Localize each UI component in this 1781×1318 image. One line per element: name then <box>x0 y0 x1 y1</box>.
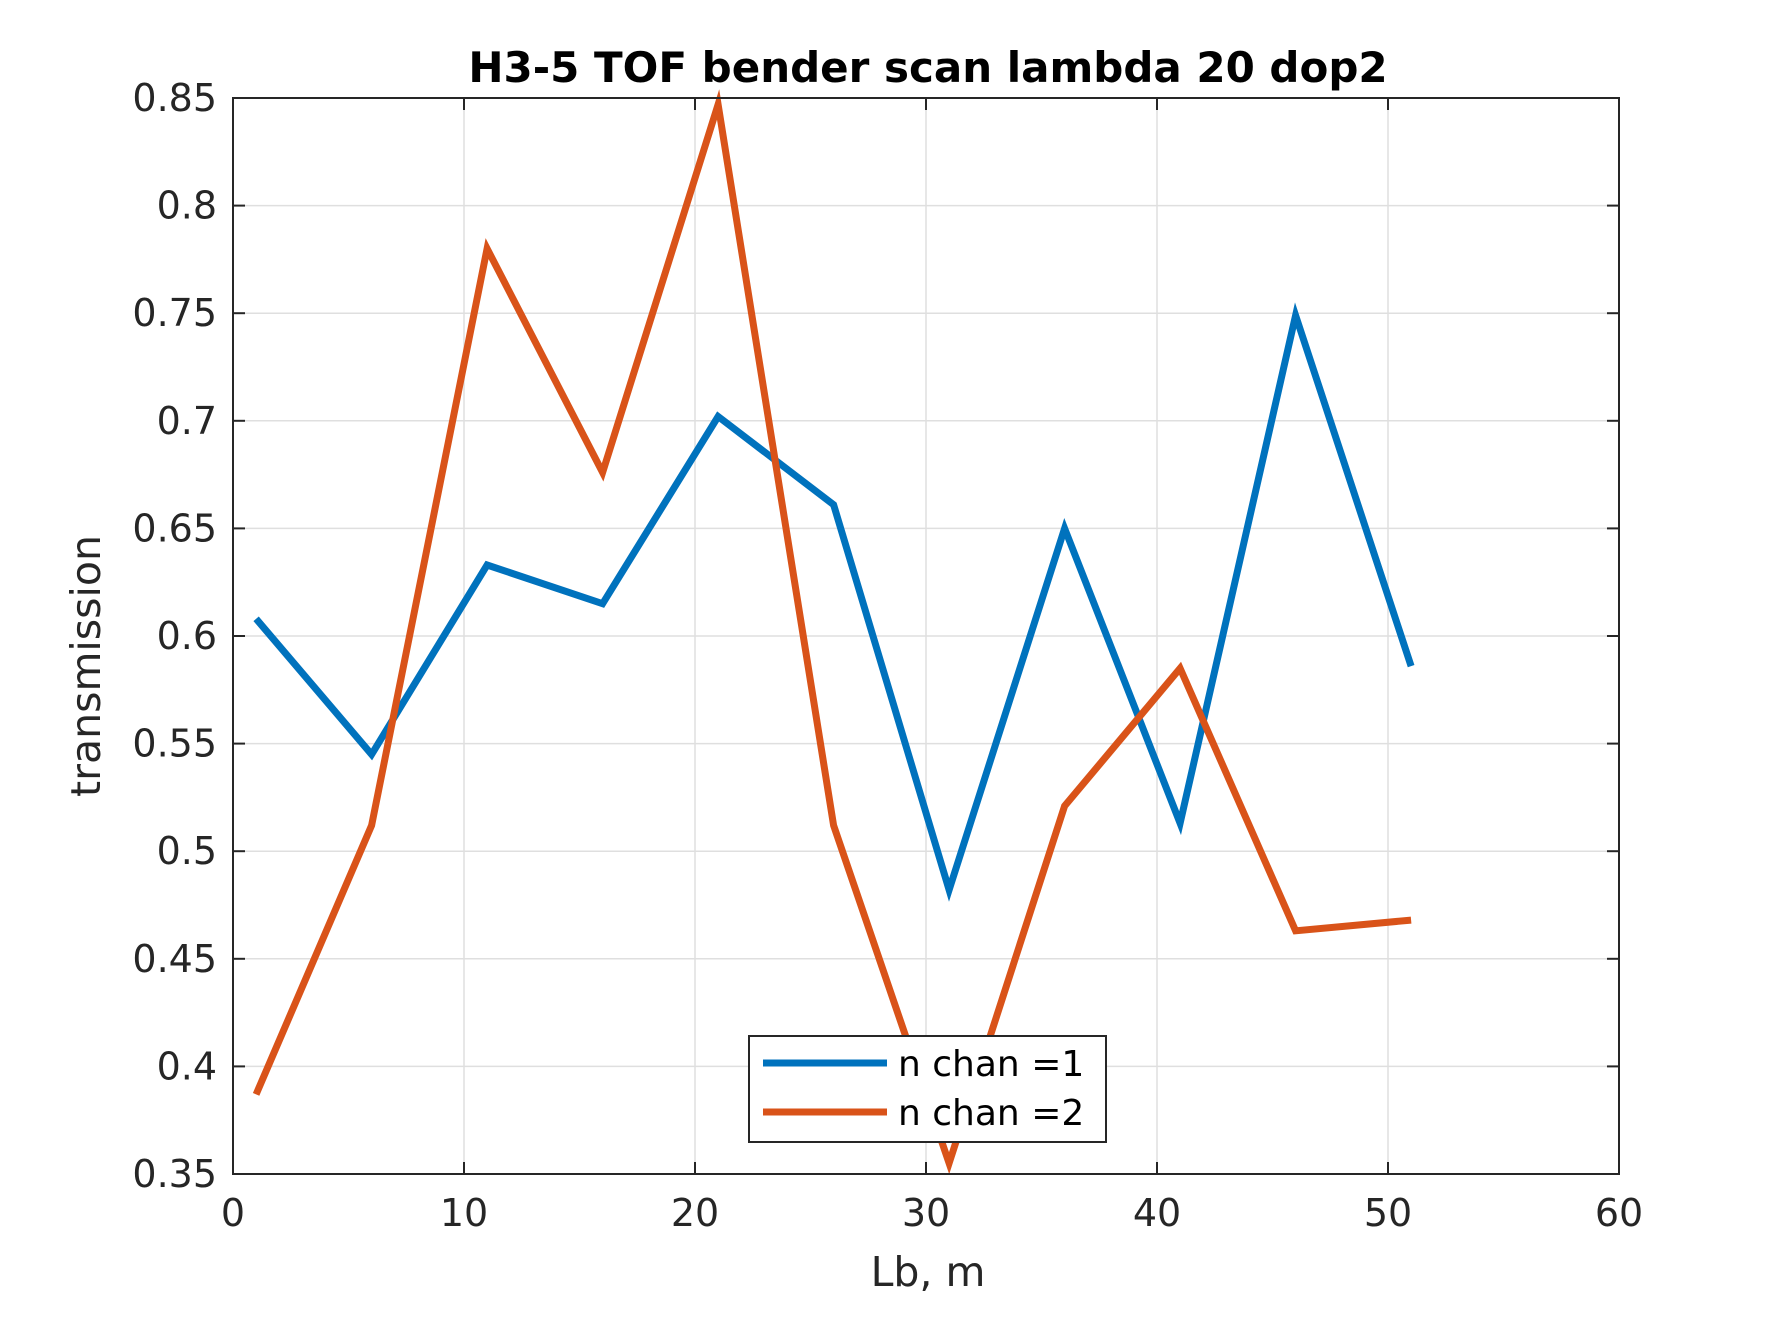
x-tick-label: 0 <box>221 1191 245 1235</box>
legend: n chan =1 n chan =2 <box>748 1035 1107 1143</box>
y-tick-label: 0.85 <box>132 76 217 120</box>
y-tick-label: 0.5 <box>157 829 217 873</box>
y-tick-label: 0.55 <box>132 722 217 766</box>
legend-label-n-chan-1: n chan =1 <box>898 1044 1084 1085</box>
series-line-1 <box>253 302 1415 902</box>
series-lines <box>252 89 1415 1175</box>
x-tick-label: 20 <box>671 1191 719 1235</box>
y-tick-label: 0.7 <box>157 399 217 443</box>
chart-title: H3-5 TOF bender scan lambda 20 dop2 <box>468 43 1387 92</box>
x-tick-label: 40 <box>1133 1191 1181 1235</box>
tick-labels: 0 10 20 30 40 50 60 0.35 0.4 0.45 0.5 0.55 0.6 0.65 0.… <box>132 76 1643 1235</box>
y-tick-label: 0.75 <box>132 291 217 335</box>
y-tick-label: 0.35 <box>132 1152 217 1196</box>
y-tick-label: 0.6 <box>157 614 217 658</box>
x-axis-label: Lb, m <box>871 1248 986 1296</box>
y-axis-label: transmission <box>62 535 110 797</box>
legend-label-n-chan-2: n chan =2 <box>898 1093 1084 1134</box>
legend-box <box>748 1035 1107 1143</box>
y-tick-label: 0.65 <box>132 506 217 550</box>
x-tick-label: 10 <box>440 1191 488 1235</box>
y-tick-label: 0.4 <box>157 1044 217 1088</box>
y-tick-label: 0.45 <box>132 937 217 981</box>
x-tick-label: 60 <box>1595 1191 1643 1235</box>
series-line-2 <box>252 89 1412 1175</box>
x-tick-label: 30 <box>902 1191 950 1235</box>
axes <box>232 97 1620 1175</box>
x-tick-label: 50 <box>1364 1191 1412 1235</box>
y-tick-label: 0.8 <box>157 184 217 228</box>
